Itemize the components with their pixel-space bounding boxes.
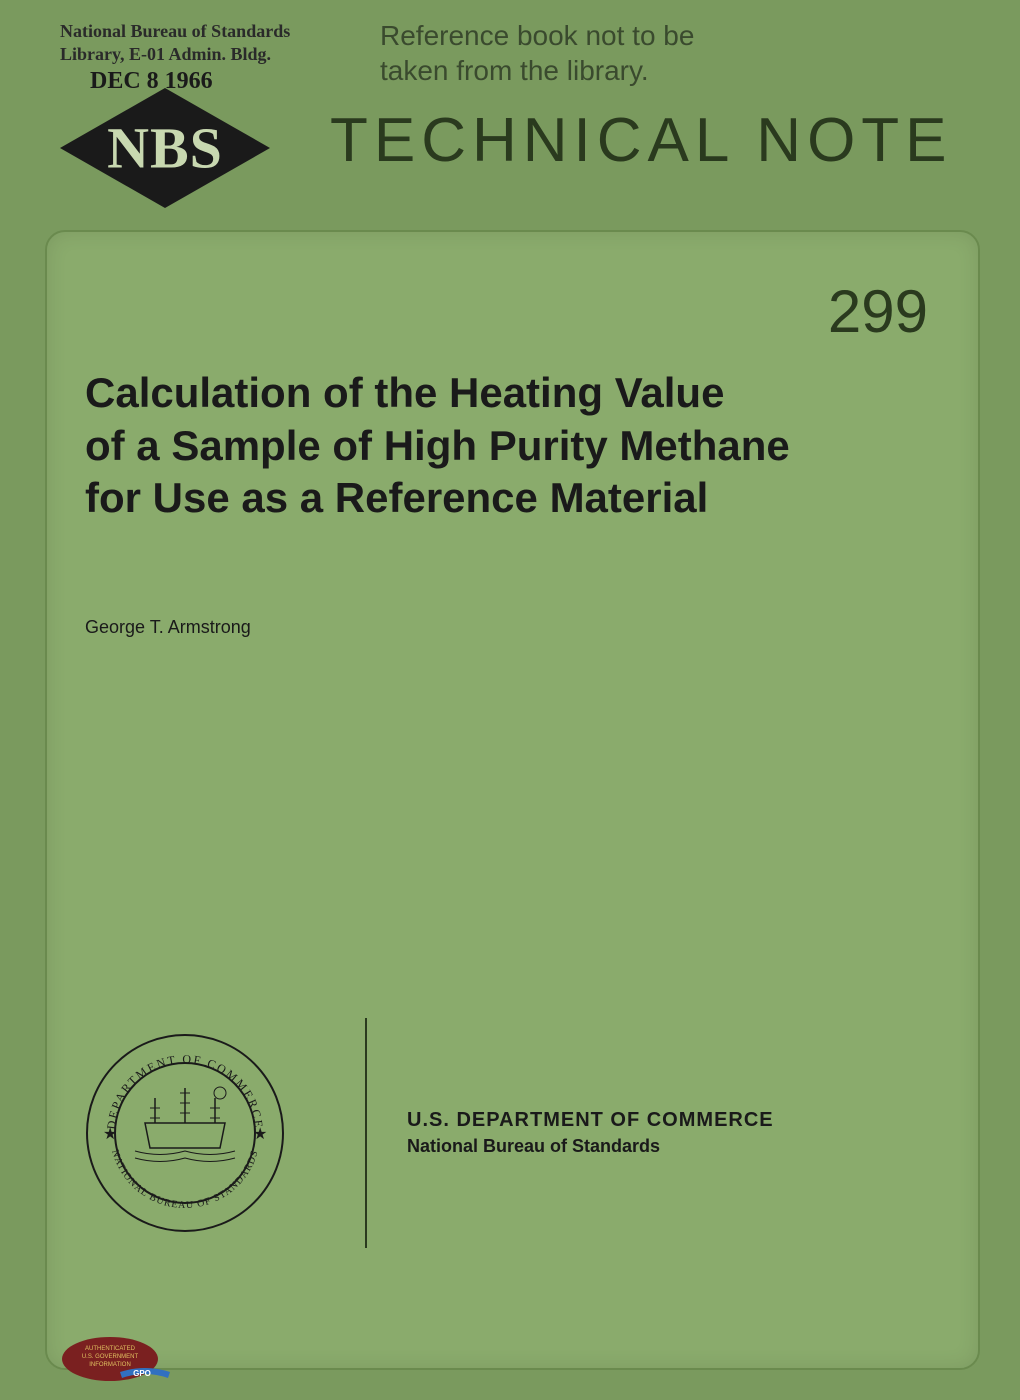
reference-notice: Reference book not to be taken from the … bbox=[380, 18, 694, 88]
library-stamp: National Bureau of Standards Library, E-… bbox=[60, 20, 290, 67]
reference-notice-line2: taken from the library. bbox=[380, 53, 694, 88]
bottom-section: DEPARTMENT OF COMMERCE NATIONAL BUREAU O… bbox=[85, 1018, 938, 1248]
department-seal-icon: DEPARTMENT OF COMMERCE NATIONAL BUREAU O… bbox=[85, 1033, 285, 1233]
nbs-logo: NBS bbox=[60, 88, 270, 208]
library-stamp-line1: National Bureau of Standards bbox=[60, 20, 290, 43]
svg-text:GPO: GPO bbox=[133, 1369, 151, 1378]
library-stamp-line2: Library, E-01 Admin. Bldg. bbox=[60, 43, 290, 66]
publisher-bureau: National Bureau of Standards bbox=[407, 1136, 774, 1157]
author-name: George T. Armstrong bbox=[85, 617, 251, 638]
document-cover: National Bureau of Standards Library, E-… bbox=[0, 0, 1020, 1400]
title-line3: for Use as a Reference Material bbox=[85, 472, 938, 525]
issue-number: 299 bbox=[828, 277, 928, 346]
title-line1: Calculation of the Heating Value bbox=[85, 367, 938, 420]
nbs-logo-text: NBS bbox=[107, 115, 223, 182]
svg-text:★: ★ bbox=[103, 1126, 117, 1143]
gpo-stamp-icon: AUTHENTICATED U.S. GOVERNMENT INFORMATIO… bbox=[60, 1334, 180, 1384]
svg-text:★: ★ bbox=[253, 1126, 267, 1143]
publisher-department: U.S. DEPARTMENT OF COMMERCE bbox=[407, 1109, 774, 1132]
reference-notice-line1: Reference book not to be bbox=[380, 18, 694, 53]
document-title: Calculation of the Heating Value of a Sa… bbox=[85, 367, 938, 525]
gpo-line3: INFORMATION bbox=[89, 1362, 131, 1368]
technical-note-heading: TECHNICAL NOTE bbox=[330, 105, 953, 176]
vertical-divider bbox=[365, 1018, 367, 1248]
content-panel: 299 Calculation of the Heating Value of … bbox=[45, 230, 980, 1370]
publisher-info: U.S. DEPARTMENT OF COMMERCE National Bur… bbox=[407, 1109, 774, 1157]
title-line2: of a Sample of High Purity Methane bbox=[85, 420, 938, 473]
gpo-line2: U.S. GOVERNMENT bbox=[82, 1354, 139, 1360]
gpo-line1: AUTHENTICATED bbox=[85, 1346, 136, 1352]
